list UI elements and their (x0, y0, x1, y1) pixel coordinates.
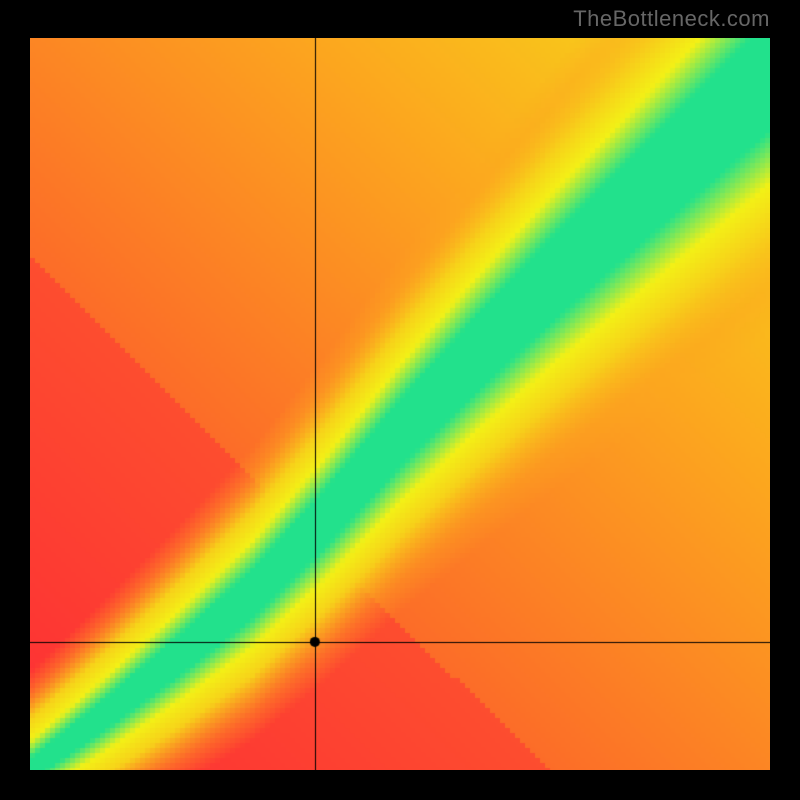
chart-container: TheBottleneck.com (0, 0, 800, 800)
watermark-text: TheBottleneck.com (573, 6, 770, 32)
heatmap-canvas (30, 38, 770, 770)
heatmap-plot (30, 38, 770, 770)
